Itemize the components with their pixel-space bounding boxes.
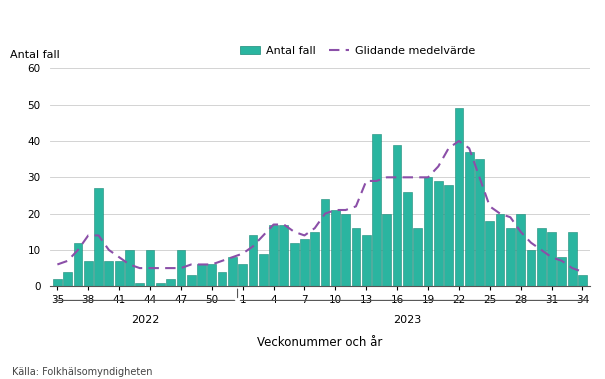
X-axis label: Veckonummer och år: Veckonummer och år [257, 336, 382, 349]
Bar [485, 221, 494, 286]
Bar [290, 243, 298, 286]
Bar [228, 257, 237, 286]
Bar [259, 254, 267, 286]
Bar [125, 250, 134, 286]
Bar [156, 283, 165, 286]
Bar [238, 265, 247, 286]
Bar [516, 214, 525, 286]
Bar [321, 199, 330, 286]
Bar [331, 210, 340, 286]
Bar [341, 214, 350, 286]
Bar [166, 279, 175, 286]
Bar [74, 243, 82, 286]
Text: 2022: 2022 [131, 315, 159, 324]
Bar [105, 261, 113, 286]
Bar [53, 279, 62, 286]
Bar [537, 228, 546, 286]
Bar [444, 185, 453, 286]
Bar [434, 181, 443, 286]
Bar [567, 232, 577, 286]
Bar [382, 214, 391, 286]
Bar [218, 272, 226, 286]
Bar [249, 235, 257, 286]
Bar [578, 276, 587, 286]
Bar [547, 232, 556, 286]
Bar [454, 108, 463, 286]
Bar [403, 192, 412, 286]
Text: Antal fall: Antal fall [10, 50, 59, 60]
Bar [94, 188, 103, 286]
Bar [136, 283, 144, 286]
Bar [506, 228, 515, 286]
Bar [393, 145, 402, 286]
Text: 2023: 2023 [393, 315, 422, 324]
Bar [413, 228, 422, 286]
Bar [280, 224, 288, 286]
Bar [197, 265, 206, 286]
Bar [372, 134, 381, 286]
Bar [300, 239, 309, 286]
Bar [424, 177, 433, 286]
Bar [495, 214, 505, 286]
Legend: Antal fall, Glidande medelvärde: Antal fall, Glidande medelvärde [236, 41, 479, 60]
Bar [557, 257, 566, 286]
Bar [310, 232, 319, 286]
Bar [475, 159, 484, 286]
Bar [269, 224, 278, 286]
Bar [208, 265, 216, 286]
Bar [115, 261, 123, 286]
Bar [352, 228, 361, 286]
Bar [362, 235, 371, 286]
Bar [64, 272, 72, 286]
Bar [526, 250, 535, 286]
Text: Källa: Folkhälsomyndigheten: Källa: Folkhälsomyndigheten [12, 367, 152, 377]
Bar [177, 250, 185, 286]
Bar [465, 152, 474, 286]
Bar [84, 261, 93, 286]
Bar [146, 250, 154, 286]
Bar [187, 276, 195, 286]
